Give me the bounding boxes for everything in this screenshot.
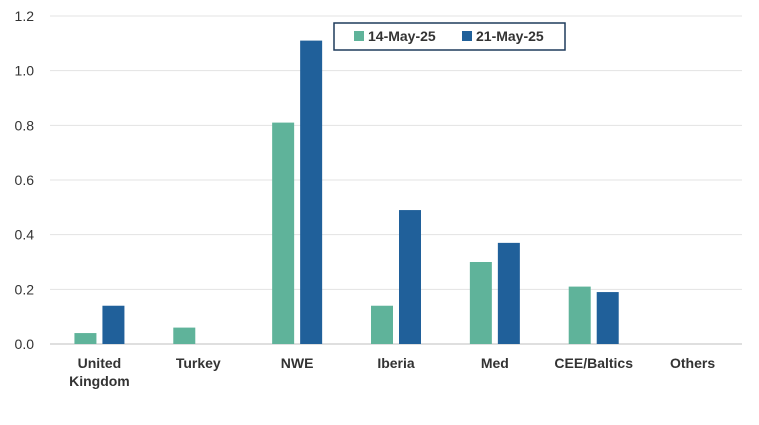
bar xyxy=(272,122,295,344)
x-tick-label: United Kingdom xyxy=(69,355,130,389)
x-tick-label: Others xyxy=(670,355,715,371)
x-tick-label: Iberia xyxy=(377,355,415,371)
y-tick-label: 0.8 xyxy=(15,117,35,133)
y-tick-label: 1.0 xyxy=(15,63,35,79)
x-tick-label: NWE xyxy=(281,355,314,371)
legend-label: 21-May-25 xyxy=(476,28,544,44)
y-tick-label: 1.2 xyxy=(15,8,35,24)
x-tick-label: Med xyxy=(481,355,509,371)
x-axis: United Kingdom Turkey NWE Iberia Med CEE/Balti… xyxy=(69,355,715,389)
legend-box xyxy=(333,22,566,51)
y-tick-label: 0.0 xyxy=(15,336,35,352)
bar xyxy=(469,262,492,344)
bar xyxy=(596,292,619,344)
legend-label: 14-May-25 xyxy=(368,28,436,44)
bar xyxy=(102,305,125,344)
bars xyxy=(74,40,619,344)
bar xyxy=(74,333,97,344)
gridlines xyxy=(50,15,742,345)
y-tick-label: 0.2 xyxy=(15,281,35,297)
legend-swatch xyxy=(462,31,472,41)
x-tick-label: Turkey xyxy=(176,355,221,371)
bar xyxy=(399,210,421,344)
y-tick-label: 0.6 xyxy=(15,172,35,188)
legend: 14-May-25 21-May-25 xyxy=(333,22,566,51)
y-axis: 0.0 0.2 0.4 0.6 0.8 1.0 1.2 xyxy=(15,8,35,352)
x-tick-label: CEE/Baltics xyxy=(554,355,633,371)
bar xyxy=(300,40,323,344)
y-tick-label: 0.4 xyxy=(15,227,35,243)
bar xyxy=(568,286,591,344)
bar xyxy=(173,327,196,344)
legend-swatch xyxy=(354,31,364,41)
bar xyxy=(371,305,393,344)
bar xyxy=(497,242,520,344)
